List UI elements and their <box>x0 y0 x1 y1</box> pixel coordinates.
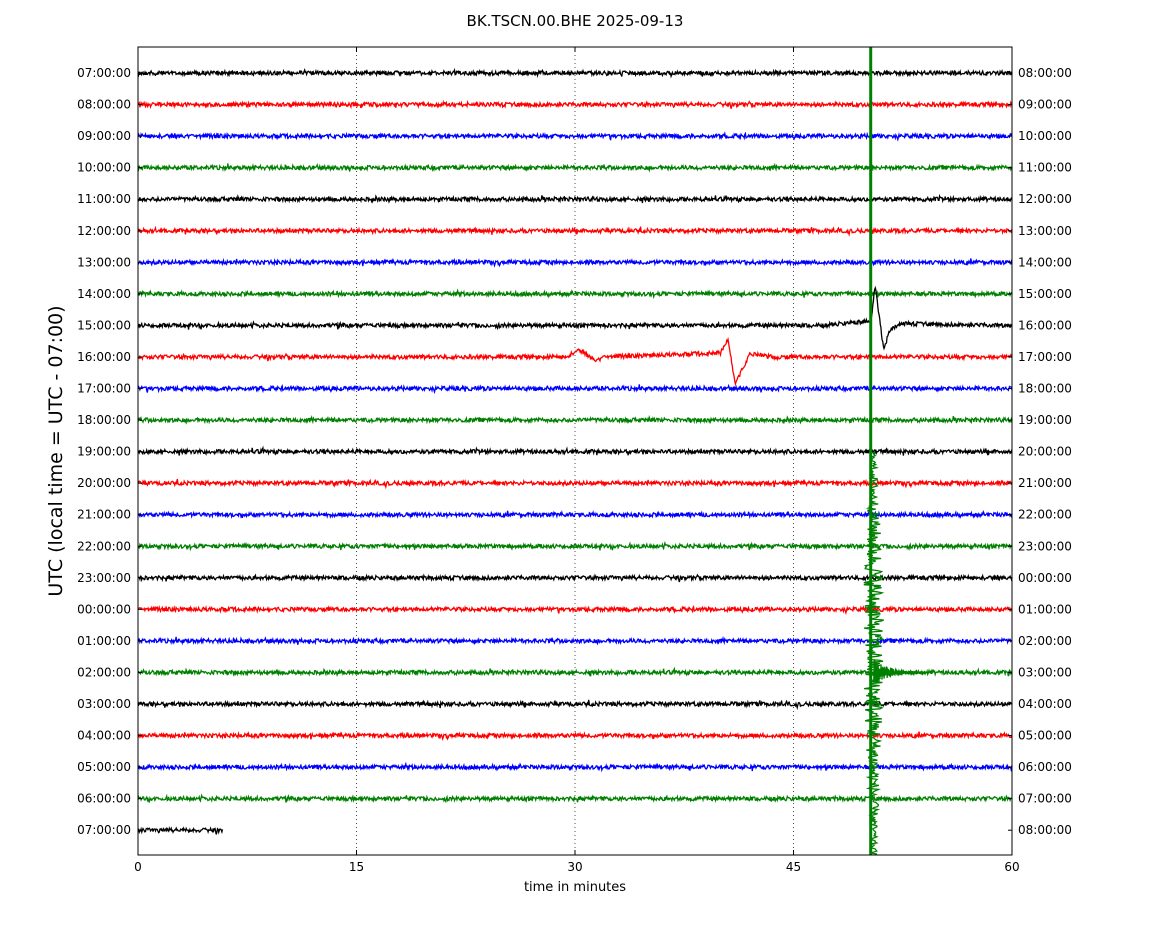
right-time-label: 11:00:00 <box>1018 161 1072 175</box>
left-time-label: 07:00:00 <box>77 66 131 80</box>
x-axis-label: time in minutes <box>524 880 626 895</box>
trace-line <box>137 825 224 835</box>
trace-line <box>137 761 1013 773</box>
left-time-labels: 07:00:00 08:00:00 09:00:00 10:00:00 11:00:00… <box>77 66 142 837</box>
trace-line <box>137 225 1013 237</box>
left-time-label: 08:00:00 <box>77 98 131 112</box>
right-time-label: 07:00:00 <box>1018 792 1072 806</box>
right-time-label: 01:00:00 <box>1018 602 1072 616</box>
trace-line <box>137 336 1013 387</box>
left-time-label: 10:00:00 <box>77 161 131 175</box>
trace-line <box>138 540 1013 552</box>
x-tick-label: 15 <box>349 860 364 874</box>
right-time-label: 14:00:00 <box>1018 255 1072 269</box>
trace-group <box>137 67 1013 835</box>
earthquake-surface-waves <box>872 659 926 684</box>
right-time-label: 05:00:00 <box>1018 729 1072 743</box>
left-time-label: 01:00:00 <box>77 634 131 648</box>
trace-line <box>137 162 1013 173</box>
right-time-label: 10:00:00 <box>1018 129 1072 143</box>
left-time-label: 14:00:00 <box>77 287 131 301</box>
trace-line <box>137 509 1013 520</box>
right-time-label: 04:00:00 <box>1018 697 1072 711</box>
right-time-label: 08:00:00 <box>1018 66 1072 80</box>
right-time-label: 09:00:00 <box>1018 98 1072 112</box>
right-time-label: 06:00:00 <box>1018 760 1072 774</box>
right-time-label: 17:00:00 <box>1018 350 1072 364</box>
left-time-label: 16:00:00 <box>77 350 131 364</box>
trace-line <box>137 130 1013 142</box>
left-time-label: 18:00:00 <box>77 413 131 427</box>
left-time-label: 15:00:00 <box>77 318 131 332</box>
right-time-label: 12:00:00 <box>1018 192 1072 206</box>
right-time-label: 16:00:00 <box>1018 318 1072 332</box>
trace-line <box>137 414 1013 425</box>
x-axis-ticks: 0 15 30 45 60 <box>134 47 1020 874</box>
trace-line <box>137 193 1013 204</box>
right-time-label: 23:00:00 <box>1018 539 1072 553</box>
trace-line <box>137 478 1013 490</box>
left-time-label: 02:00:00 <box>77 665 131 679</box>
trace-line <box>137 635 1013 646</box>
earthquake-coda <box>863 451 885 856</box>
left-time-label: 21:00:00 <box>77 508 131 522</box>
left-time-label: 09:00:00 <box>77 129 131 143</box>
right-time-label: 20:00:00 <box>1018 445 1072 459</box>
left-time-label: 07:00:00 <box>77 823 131 837</box>
chart-title: BK.TSCN.00.BHE 2025-09-13 <box>467 12 684 30</box>
right-time-label: 22:00:00 <box>1018 508 1072 522</box>
trace-line <box>137 67 1013 79</box>
right-time-label: 15:00:00 <box>1018 287 1072 301</box>
left-time-label: 04:00:00 <box>77 729 131 743</box>
right-time-label: 03:00:00 <box>1018 665 1072 679</box>
right-time-labels: 08:00:00 09:00:00 10:00:00 11:00:00 12:00:00… <box>1008 66 1072 837</box>
right-time-label: 21:00:00 <box>1018 476 1072 490</box>
right-time-label: 13:00:00 <box>1018 224 1072 238</box>
x-tick-label: 30 <box>567 860 582 874</box>
y-axis-label: UTC (local time = UTC - 07:00) <box>45 305 67 596</box>
left-time-label: 13:00:00 <box>77 255 131 269</box>
trace-line <box>137 793 1013 804</box>
trace-line <box>137 604 1013 616</box>
trace-line <box>137 99 1013 110</box>
left-time-label: 00:00:00 <box>77 602 131 616</box>
right-time-label: 08:00:00 <box>1018 823 1072 837</box>
trace-line <box>137 445 1013 457</box>
trace-line <box>137 288 1013 300</box>
event-group <box>863 47 926 856</box>
left-time-label: 11:00:00 <box>77 192 131 206</box>
left-time-label: 23:00:00 <box>77 571 131 585</box>
left-time-label: 12:00:00 <box>77 224 131 238</box>
left-time-label: 03:00:00 <box>77 697 131 711</box>
x-tick-label: 45 <box>786 860 801 874</box>
right-time-label: 02:00:00 <box>1018 634 1072 648</box>
trace-line <box>137 257 1013 268</box>
left-time-label: 06:00:00 <box>77 792 131 806</box>
left-time-label: 20:00:00 <box>77 476 131 490</box>
left-time-label: 17:00:00 <box>77 382 131 396</box>
trace-line <box>137 285 1013 351</box>
right-time-label: 18:00:00 <box>1018 382 1072 396</box>
trace-line <box>137 573 1013 583</box>
trace-line <box>137 730 1013 742</box>
trace-line <box>137 666 1013 677</box>
left-time-label: 05:00:00 <box>77 760 131 774</box>
x-tick-label: 60 <box>1004 860 1019 874</box>
right-time-label: 19:00:00 <box>1018 413 1072 427</box>
right-time-label: 00:00:00 <box>1018 571 1072 585</box>
x-tick-label: 0 <box>134 860 142 874</box>
trace-line <box>137 383 1013 395</box>
left-time-label: 22:00:00 <box>77 539 131 553</box>
left-time-label: 19:00:00 <box>77 445 131 459</box>
